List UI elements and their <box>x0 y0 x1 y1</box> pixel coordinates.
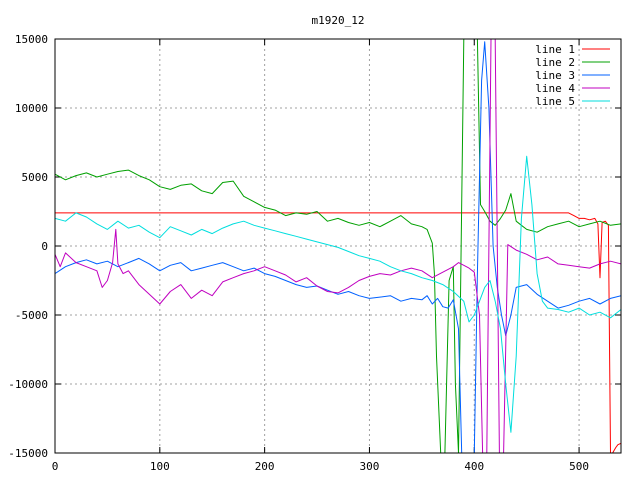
y-tick-label: -5000 <box>15 309 48 322</box>
series-line-2 <box>55 39 621 453</box>
legend-label: line 3 <box>535 69 575 82</box>
legend-label: line 4 <box>535 82 575 95</box>
legend-label: line 2 <box>535 56 575 69</box>
legend-label: line 1 <box>535 43 575 56</box>
series-lines <box>55 39 621 453</box>
chart-title: m1920_12 <box>312 14 365 27</box>
y-axis-ticks: -15000 -10000 -5000 0 5000 10000 15000 <box>8 33 621 460</box>
x-tick-label: 100 <box>150 460 170 473</box>
y-tick-label: 15000 <box>15 33 48 46</box>
plot-frame <box>54 38 622 454</box>
grid-lines <box>55 39 621 453</box>
y-tick-label: 5000 <box>22 171 49 184</box>
y-tick-label: 0 <box>41 240 48 253</box>
series-line-5 <box>55 155 621 433</box>
x-tick-label: 400 <box>464 460 484 473</box>
y-tick-label: -15000 <box>8 447 48 460</box>
series-line-4 <box>55 39 621 453</box>
y-tick-label: 10000 <box>15 102 48 115</box>
series-line-3 <box>55 41 621 453</box>
y-tick-label: -10000 <box>8 378 48 391</box>
legend-label: line 5 <box>535 95 575 108</box>
series-line-1 <box>55 212 621 453</box>
x-tick-label: 300 <box>360 460 380 473</box>
x-tick-label: 200 <box>255 460 275 473</box>
x-tick-label: 500 <box>569 460 589 473</box>
x-axis-ticks: 0 100 200 300 400 500 <box>52 39 589 473</box>
x-tick-label: 0 <box>52 460 59 473</box>
